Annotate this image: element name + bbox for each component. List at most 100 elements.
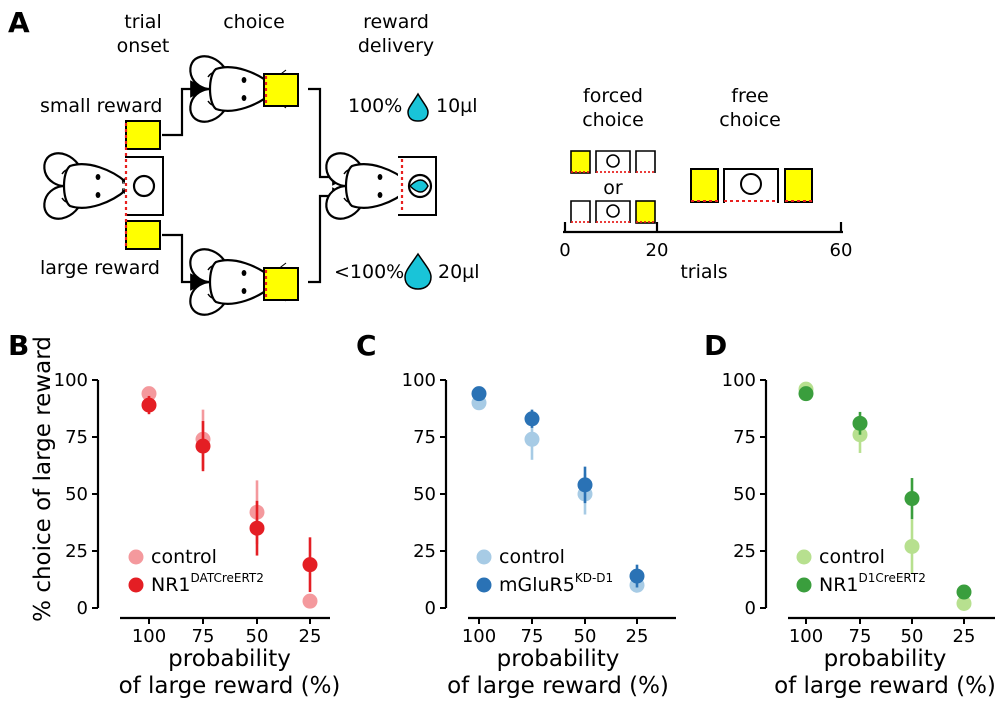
x-tick-label-b: 75 — [192, 626, 215, 647]
legend-marker-d-s0 — [796, 549, 812, 565]
legend-label-d-s0: control — [819, 546, 885, 568]
small-reward-label: small reward — [40, 95, 162, 117]
x-tick-label-d: 100 — [789, 626, 823, 647]
trials-tick-60: 60 — [830, 240, 853, 261]
data-point-d-s0 — [904, 538, 920, 554]
forced-choice-label-1: forced — [583, 85, 643, 107]
y-tick-label-b: 100 — [54, 370, 88, 391]
panel-letter-b: B — [8, 329, 29, 362]
stage-label-onset: onset — [117, 35, 170, 57]
y-tick-label-c: 75 — [413, 427, 436, 448]
y-tick-label-c: 25 — [413, 541, 436, 562]
x-tick-label-c: 50 — [574, 626, 597, 647]
large-reward-probability: <100% — [334, 261, 404, 283]
x-axis-title-line2-c: of large reward (%) — [447, 673, 669, 699]
reward-port-icon-reward — [407, 173, 433, 199]
forced-choice-right-row — [570, 200, 656, 224]
x-tick-label-c: 100 — [462, 626, 496, 647]
data-point-c-s1 — [524, 411, 540, 427]
x-axis-title-line2-b: of large reward (%) — [119, 673, 341, 699]
y-tick-label-b: 25 — [65, 541, 88, 562]
x-tick-label-c: 25 — [626, 626, 649, 647]
stage-label-trial: trial — [124, 11, 161, 33]
legend-marker-c-s0 — [476, 549, 492, 565]
free-choice-label-2: choice — [719, 109, 781, 131]
x-axis-title-line2-d: of large reward (%) — [774, 673, 996, 699]
panel-letter-a: A — [8, 6, 30, 39]
x-tick-label-b: 100 — [132, 626, 166, 647]
y-axis-title-b: % choice of large reward — [30, 336, 56, 622]
y-tick-label-c: 50 — [413, 484, 436, 505]
large-reward-label: large reward — [40, 257, 160, 279]
legend-marker-b-s0 — [128, 549, 144, 565]
trials-tick-20: 20 — [646, 240, 669, 261]
data-point-d-s1 — [798, 386, 814, 402]
stage-label-reward: reward — [363, 11, 429, 33]
reward-port-icon-onset — [132, 174, 156, 198]
legend-marker-c-s1 — [476, 577, 492, 593]
data-point-b-s0 — [302, 593, 318, 609]
y-tick-label-d: 75 — [733, 427, 756, 448]
data-point-b-s1 — [302, 557, 318, 573]
legend-marker-d-s1 — [796, 577, 812, 593]
y-tick-label-b: 50 — [65, 484, 88, 505]
x-tick-label-b: 25 — [299, 626, 322, 647]
small-reward-probability: 100% — [348, 95, 402, 117]
y-tick-label-b: 0 — [77, 598, 88, 619]
data-point-d-s1 — [956, 584, 972, 600]
legend-label-b-s0: control — [151, 546, 217, 568]
panel-letter-d: D — [704, 329, 727, 362]
water-drop-icon-small — [407, 92, 429, 122]
legend-label-sup-b-s1: DATCreERT2 — [191, 571, 264, 585]
data-point-d-s0 — [956, 595, 972, 611]
panel-a: A trial onset choice reward delivery sma… — [8, 6, 853, 316]
stage-label-choice: choice — [223, 11, 285, 33]
trials-axis-label: trials — [680, 261, 727, 283]
y-tick-label-c: 0 — [425, 598, 436, 619]
lever-large-choice — [263, 267, 299, 301]
chamber-outline-onset — [125, 156, 164, 216]
stage-label-delivery: delivery — [358, 35, 434, 57]
lever-small-choice — [263, 73, 299, 107]
free-choice-row — [690, 168, 813, 203]
data-point-d-s1 — [852, 415, 868, 431]
data-point-c-s1 — [471, 386, 487, 402]
data-point-b-s1 — [141, 397, 157, 413]
lever-large-onset — [125, 220, 161, 250]
forced-choice-label-2: choice — [582, 109, 644, 131]
data-point-b-s1 — [249, 520, 265, 536]
data-point-d-s1 — [904, 491, 920, 507]
data-point-b-s0 — [141, 386, 157, 402]
legend-label-sup-c-s1: KD-D1 — [575, 571, 613, 585]
forced-choice-left-row — [570, 150, 656, 174]
data-point-b-s1 — [195, 438, 211, 454]
legend-label-c-s1: mGluR5KD-D1 — [499, 571, 613, 596]
x-axis-title-line1-d: probability — [824, 646, 947, 672]
legend-label-sup-d-s1: D1CreERT2 — [859, 571, 926, 585]
data-point-c-s0 — [524, 431, 540, 447]
arrow-onset-to-choice-large — [162, 233, 208, 291]
trials-tick-0: 0 — [559, 240, 570, 261]
y-tick-label-d: 50 — [733, 484, 756, 505]
x-tick-label-d: 25 — [953, 626, 976, 647]
free-choice-label-1: free — [731, 85, 768, 107]
y-tick-label-b: 75 — [65, 427, 88, 448]
water-drop-icon-port — [409, 179, 429, 193]
legend-marker-b-s1 — [128, 577, 144, 593]
panel-letter-c: C — [356, 329, 377, 362]
y-tick-label-d: 100 — [722, 370, 756, 391]
lever-small-onset — [125, 120, 161, 150]
data-point-c-s1 — [577, 477, 593, 493]
x-tick-label-b: 50 — [246, 626, 269, 647]
y-tick-label-d: 25 — [733, 541, 756, 562]
y-tick-label-c: 100 — [402, 370, 436, 391]
small-reward-volume: 10µl — [436, 95, 478, 117]
legend-label-c-s0: control — [499, 546, 565, 568]
x-tick-label-d: 50 — [901, 626, 924, 647]
or-label: or — [603, 177, 623, 199]
data-point-c-s1 — [629, 568, 645, 584]
